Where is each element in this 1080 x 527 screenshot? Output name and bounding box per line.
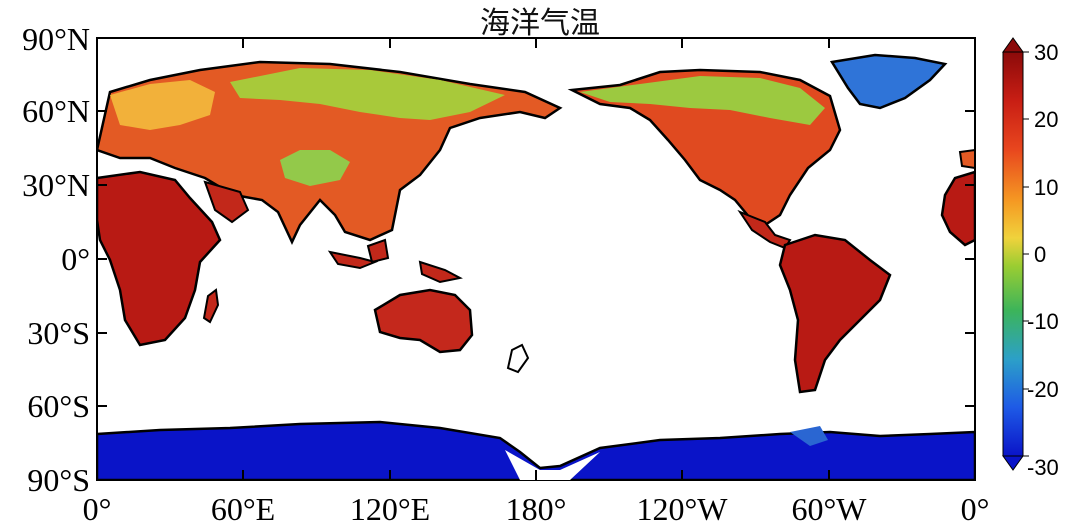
lat-label-90n: 90°N	[22, 21, 90, 57]
antarctica-peninsula	[790, 426, 828, 446]
latitude-axis: 90°N 60°N 30°N 0° 30°S 60°S 90°S	[22, 21, 975, 498]
colorbar: 30 20 10 0 -10 -20 -30	[1002, 37, 1059, 480]
lon-label-120w: 120°W	[637, 491, 729, 527]
new-zealand-land	[506, 343, 530, 374]
lat-label-60s: 60°S	[27, 388, 90, 424]
colorbar-tick-neg10: -10	[1027, 309, 1059, 334]
land-temperature-field	[97, 53, 975, 480]
colorbar-tick-20: 20	[1034, 107, 1058, 132]
siberia-cold-region	[230, 68, 505, 120]
antarctica-land	[97, 420, 975, 480]
europe-warm-region	[110, 80, 215, 130]
lat-label-0: 0°	[61, 241, 90, 277]
lat-label-60n: 60°N	[22, 93, 90, 129]
madagascar-land	[202, 288, 220, 324]
colorbar-bottom-extend	[1002, 455, 1024, 471]
lon-label-0-east: 0°	[961, 491, 990, 527]
tibet-cold-region	[280, 150, 350, 186]
colorbar-tick-0: 0	[1034, 242, 1046, 267]
colorbar-tick-30: 30	[1034, 40, 1058, 65]
lon-label-0: 0°	[83, 491, 112, 527]
greenland-land	[829, 53, 948, 110]
colorbar-gradient	[1002, 51, 1024, 457]
lon-label-180: 180°	[506, 491, 567, 527]
colorbar-tick-10: 10	[1034, 175, 1058, 200]
lon-label-120e: 120°E	[350, 491, 430, 527]
map-title: 海洋气温	[480, 6, 600, 41]
indonesia-land	[327, 238, 463, 284]
antarctica-white-gap	[505, 450, 600, 480]
australia-land	[373, 288, 474, 354]
colorbar-tick-neg20: -20	[1027, 377, 1059, 402]
lon-label-60e: 60°E	[211, 491, 275, 527]
west-africa-edge-land	[940, 170, 975, 247]
canada-cold-region	[580, 76, 825, 125]
south-america-land	[778, 233, 892, 394]
africa-land	[97, 170, 222, 347]
colorbar-top-extend	[1002, 37, 1024, 53]
colorbar-tick-neg30: -30	[1027, 455, 1059, 480]
lat-label-90s: 90°S	[27, 462, 90, 498]
lon-label-60w: 60°W	[792, 491, 868, 527]
arabia-land	[203, 180, 250, 224]
longitude-axis: 0° 60°E 120°E 180° 120°W 60°W 0°	[83, 38, 990, 527]
lat-label-30s: 30°S	[27, 315, 90, 351]
iberia-edge-land	[958, 148, 975, 170]
lat-label-30n: 30°N	[22, 167, 90, 203]
